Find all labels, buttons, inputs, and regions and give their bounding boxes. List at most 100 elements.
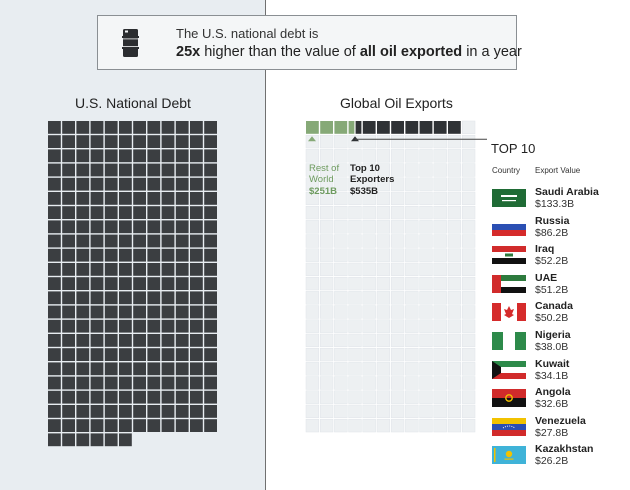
empty-square — [419, 305, 433, 319]
empty-square — [447, 149, 462, 163]
empty-square — [362, 376, 376, 390]
debt-square — [204, 291, 217, 305]
debt-square — [133, 263, 146, 276]
empty-square — [319, 404, 334, 419]
debt-square — [90, 433, 104, 447]
empty-square — [362, 220, 376, 234]
empty-square — [447, 362, 462, 376]
country-row-venezuela: Venezuela $27.8B — [492, 415, 622, 441]
empty-square — [419, 220, 433, 234]
top10-exporters-label: Top 10 Exporters — [350, 163, 394, 185]
empty-square — [433, 418, 447, 433]
debt-square — [76, 405, 90, 418]
empty-square — [419, 134, 433, 149]
debt-square — [190, 263, 203, 276]
empty-square — [305, 390, 320, 404]
empty-square — [376, 276, 391, 291]
empty-square — [419, 234, 433, 248]
country-row-iraq: Iraq $52.2B — [492, 243, 622, 269]
empty-square — [390, 347, 405, 362]
empty-square — [447, 220, 462, 234]
country-export-value: $51.2B — [535, 283, 569, 296]
empty-square — [405, 134, 419, 149]
debt-square — [147, 362, 161, 376]
debt-square — [175, 149, 189, 163]
empty-square — [334, 362, 348, 376]
empty-square — [348, 163, 362, 177]
country-row-kuwait: Kuwait $34.1B — [492, 358, 622, 384]
empty-square — [419, 390, 433, 404]
empty-square — [433, 362, 447, 376]
debt-square — [119, 220, 132, 234]
country-row-saudi-arabia: Saudi Arabia $133.3B — [492, 186, 622, 212]
debt-square — [90, 206, 104, 219]
debt-square — [175, 135, 189, 148]
debt-square — [175, 263, 189, 276]
empty-square — [390, 149, 405, 163]
debt-square — [62, 149, 75, 163]
empty-square — [362, 276, 376, 291]
debt-square — [104, 192, 118, 205]
debt-square — [161, 390, 175, 404]
country-name: Nigeria — [535, 329, 571, 341]
empty-square — [447, 291, 462, 305]
canada-flag-icon — [492, 303, 526, 322]
empty-square — [334, 134, 348, 149]
empty-square — [390, 362, 405, 376]
debt-square — [204, 220, 217, 234]
empty-square — [334, 305, 348, 319]
empty-square — [376, 390, 391, 404]
empty-square — [319, 276, 334, 291]
empty-square — [348, 418, 362, 433]
debt-square — [161, 177, 175, 191]
debt-square — [190, 291, 203, 305]
empty-square — [305, 163, 320, 177]
empty-square — [362, 177, 376, 191]
debt-square — [133, 376, 146, 390]
debt-square — [133, 206, 146, 219]
debt-square — [48, 319, 61, 333]
empty-square — [305, 404, 320, 419]
empty-square — [419, 347, 433, 362]
empty-square — [461, 191, 476, 206]
empty-square — [447, 177, 462, 191]
empty-square — [376, 191, 391, 206]
empty-square — [419, 163, 433, 177]
rest-of-world-label: Rest of World — [309, 163, 339, 185]
empty-square — [362, 134, 376, 149]
empty-square — [405, 220, 419, 234]
country-row-angola: Angola $32.6B — [492, 386, 622, 412]
debt-square — [90, 177, 104, 191]
debt-square — [190, 149, 203, 163]
empty-square — [433, 262, 447, 277]
empty-square — [376, 262, 391, 277]
debt-square — [104, 149, 118, 163]
top10-exporters-value: $535B — [350, 186, 378, 197]
debt-square — [90, 291, 104, 305]
top10-square — [448, 121, 461, 134]
empty-square — [334, 333, 348, 348]
empty-square — [305, 319, 320, 333]
empty-square — [433, 220, 447, 234]
empty-square — [390, 276, 405, 291]
empty-square — [376, 220, 391, 234]
empty-square — [319, 362, 334, 376]
debt-square — [90, 419, 104, 432]
debt-square — [76, 149, 90, 163]
debt-square — [161, 405, 175, 418]
debt-square — [104, 376, 118, 390]
empty-square — [376, 134, 391, 149]
rest-of-world-label-line-1: Rest of — [309, 163, 340, 174]
debt-square — [62, 334, 75, 347]
debt-square — [175, 419, 189, 432]
debt-square — [133, 163, 146, 177]
country-export-value: $32.6B — [535, 398, 569, 411]
headline-emphasis: all oil exported — [359, 44, 463, 60]
empty-square — [348, 291, 362, 305]
debt-square — [48, 135, 61, 148]
empty-square — [447, 319, 462, 333]
empty-square — [390, 333, 405, 348]
kuwait-flag-icon — [492, 360, 526, 379]
debt-square — [76, 419, 90, 432]
debt-square — [90, 319, 104, 333]
